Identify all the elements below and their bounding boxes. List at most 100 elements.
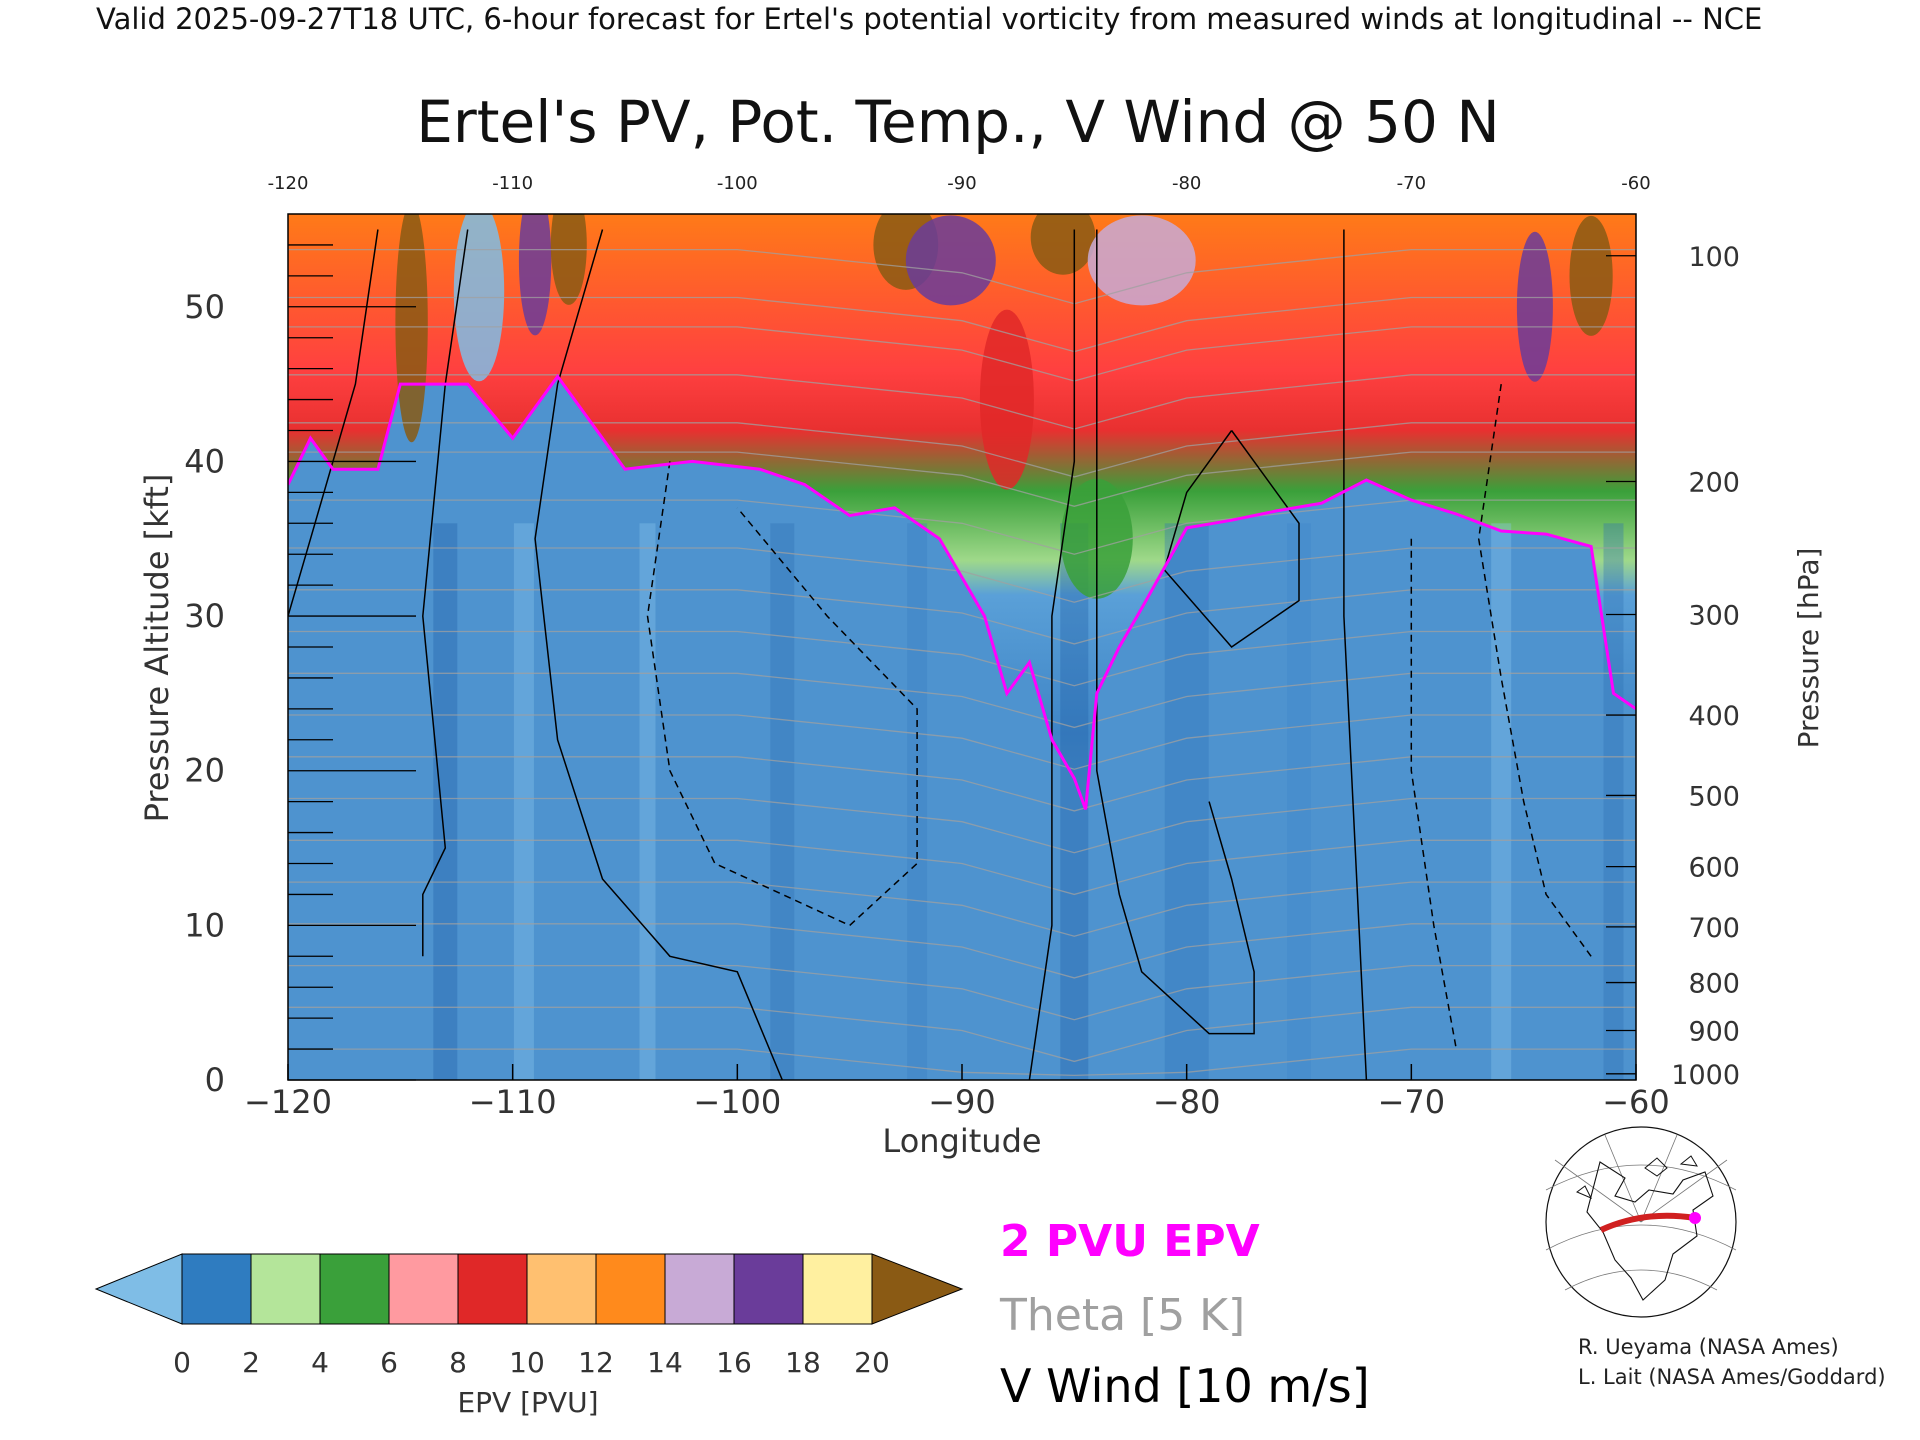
theta-contour-15 [288,422,1636,478]
p-tick-label: 400 [1688,701,1740,732]
y-tick-label: 0 [205,1061,225,1099]
x-top-tick-label: -120 [268,173,309,194]
x-top-tick-label: -110 [492,173,533,194]
theta-contour-17 [288,326,1636,382]
strato-feature-10 [979,309,1034,490]
legend-entry: 2 PVU EPV [1000,1216,1260,1267]
credit-line-2: L. Lait (NASA Ames/Goddard) [1578,1365,1886,1389]
theta-contour-19 [288,248,1636,305]
theta-contour-12 [288,547,1636,603]
theta-contour-7 [288,756,1636,812]
colorbar-tick-label: 18 [785,1346,821,1379]
theta-contour-14 [288,451,1636,507]
x-top-tick-label: -60 [1621,173,1650,194]
theta-contour-5 [288,839,1636,896]
colorbar-segment [526,1253,597,1325]
theta-contour-8 [288,714,1636,770]
colorbar-tick-label: 6 [380,1346,398,1379]
strato-feature-9 [1516,231,1553,382]
y-axis-kft: 0 10 20 30 40 50 [184,244,416,1099]
legend: 2 PVU EPV Theta [5 K] V Wind [10 m/s] [999,1216,1370,1413]
x-tick-label: −110 [469,1083,557,1121]
y-axis-label-left: Pressure Altitude [kft] [138,474,176,823]
strato-feature-2 [518,214,552,336]
legend-entry: Theta [5 K] [999,1290,1245,1341]
wind-contour-5 [1096,229,1255,1035]
wind-contour-6 [1163,430,1300,648]
p-tick-label: 100 [1688,242,1740,273]
colorbar-under-arrow [94,1253,183,1325]
y-tick-label: 50 [184,288,225,326]
p-tick-label: 700 [1688,913,1740,944]
wind-contour-7 [1343,229,1368,1080]
y-axis-label-right: Pressure [hPa] [1792,548,1825,749]
colorbar-tick-label: 2 [242,1346,260,1379]
x-axis-label: Longitude [882,1122,1041,1160]
legend-entry: V Wind [10 m/s] [1000,1359,1370,1413]
colorbar-label: EPV [PVU] [457,1386,598,1419]
colorbar-segment [733,1253,804,1325]
locator-map [1545,1126,1737,1318]
p-tick-label: 500 [1688,781,1740,812]
valid-time-header: Valid 2025-09-27T18 UTC, 6-hour forecast… [96,2,1763,36]
x-tick-label: −90 [928,1083,996,1121]
epv-colorbar: 0 2 4 6 8 10 12 14 16 18 20 [94,1253,964,1379]
x-top-tick-label: -80 [1172,173,1201,194]
wind-contour-3 [646,461,918,927]
x-top-tick-label: -70 [1397,173,1426,194]
colorbar-segment [181,1253,252,1325]
colorbar-tick-label: 14 [647,1346,683,1379]
theta-contour-1 [288,1006,1636,1063]
theta-contour-16 [288,374,1636,430]
theta-contour-18 [288,296,1636,353]
x-tick-label: −70 [1378,1083,1446,1121]
wind-contour-1 [422,229,469,957]
colorbar-segment [457,1253,528,1325]
theta-contour-10 [288,630,1636,687]
p-tick-label: 1000 [1671,1060,1740,1091]
colorbar-segment [802,1253,873,1325]
y-axis-pressure: 1000 900 800 700 600 500 400 300 200 100 [1606,242,1740,1091]
colorbar-segment [388,1253,459,1325]
colorbar-segment [664,1253,735,1325]
strato-feature-5 [905,215,996,306]
colorbar-tick-label: 4 [311,1346,329,1379]
p-tick-label: 900 [1688,1017,1740,1048]
tropo-band-6 [1164,523,1209,1080]
colorbar-over-arrow [871,1253,964,1325]
theta-contour-6 [288,797,1636,854]
tropo-band-4 [907,523,928,1080]
x-top-tick-label: -90 [947,173,976,194]
wind-contour-8 [1477,383,1592,957]
p-tick-label: 200 [1688,468,1740,499]
wind-contour-2 [534,229,783,1080]
y-tick-label: 30 [184,597,225,635]
colorbar-tick-label: 16 [716,1346,752,1379]
colorbar-segment [319,1253,390,1325]
tropo-band-9 [1603,523,1624,1080]
theta-contour-0 [288,1048,1636,1077]
y-tick-label: 20 [184,752,225,790]
x-tick-label: −60 [1602,1083,1670,1121]
tropo-band-7 [1287,523,1311,1080]
strato-feature-1 [453,214,505,382]
colorbar-tick-label: 10 [509,1346,545,1379]
strato-feature-0 [395,214,428,443]
credit-line-1: R. Ueyama (NASA Ames) [1578,1335,1839,1359]
colorbar-tick-label: 20 [854,1346,890,1379]
tropo-band-1 [513,523,534,1080]
tropo-band-2 [639,523,656,1080]
colorbar-segment [250,1253,321,1325]
theta-contour-2 [288,964,1636,1021]
tropopause-2pvu-line [288,373,1636,810]
tropo-band-0 [433,523,458,1080]
x-tick-label: −120 [244,1083,332,1121]
tropo-band-8 [1491,523,1512,1080]
x-axis: −120 −110 −100 −90 −80 −70 −60 [244,1064,1670,1121]
p-tick-label: 800 [1688,969,1740,1000]
plot-area [288,214,1636,1080]
x-top-tick-label: -100 [717,173,758,194]
y-tick-label: 10 [184,906,225,944]
colorbar-tick-label: 0 [173,1346,191,1379]
